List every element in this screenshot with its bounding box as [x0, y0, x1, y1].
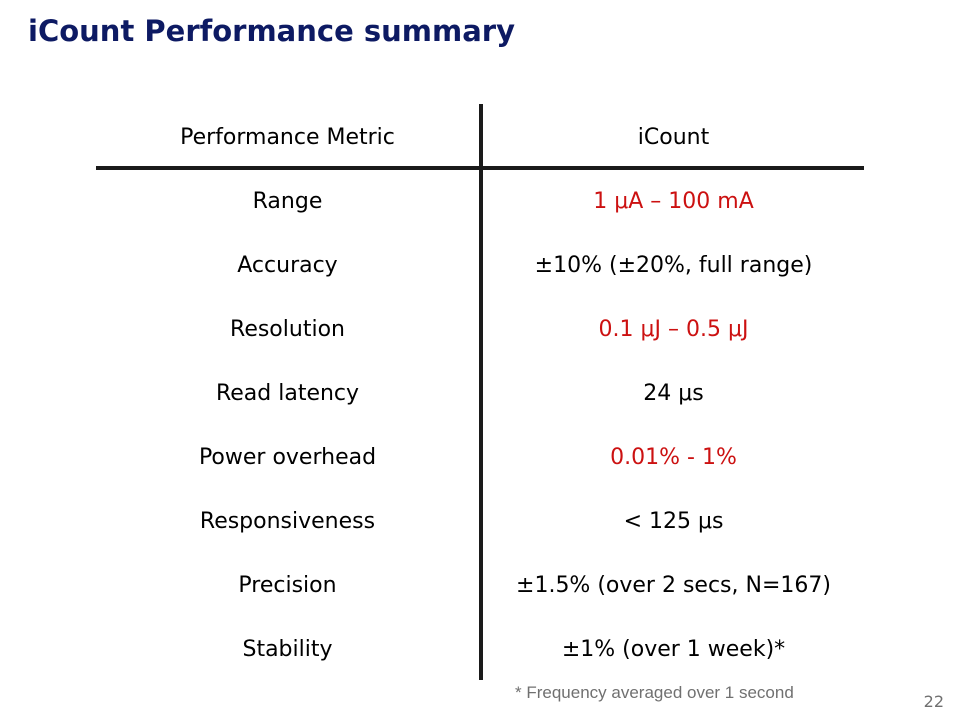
row-metric: Power overhead	[198, 445, 377, 470]
row-value: ±1.5% (over 2 secs, N=167)	[516, 573, 831, 598]
row-metric: Responsiveness	[199, 509, 376, 534]
header-metric: Performance Metric	[180, 125, 395, 150]
row-value: ±10% (±20%, full range)	[534, 253, 813, 278]
table-row: Read latency 24 μs	[96, 374, 864, 414]
table-row: Precision ±1.5% (over 2 secs, N=167)	[96, 566, 864, 606]
table-row: Stability ±1% (over 1 week)*	[96, 630, 864, 670]
row-metric: Range	[252, 189, 323, 214]
table-header-row: Performance Metric iCount	[96, 118, 864, 158]
table-row: Accuracy ±10% (±20%, full range)	[96, 246, 864, 286]
header-value: iCount	[637, 125, 710, 150]
table-row: Responsiveness < 125 μs	[96, 502, 864, 542]
table-row: Resolution 0.1 μJ – 0.5 μJ	[96, 310, 864, 350]
row-value: 0.1 μJ – 0.5 μJ	[598, 317, 749, 342]
row-value: 0.01% - 1%	[610, 445, 737, 470]
row-metric: Stability	[242, 637, 333, 662]
page-number: 22	[923, 692, 944, 711]
performance-table: Performance Metric iCount Range 1 μA – 1…	[96, 104, 864, 680]
header-divider	[96, 166, 864, 170]
table-row: Power overhead 0.01% - 1%	[96, 438, 864, 478]
row-metric: Resolution	[230, 317, 345, 342]
table-row: Range 1 μA – 100 mA	[96, 182, 864, 222]
row-metric: Accuracy	[237, 253, 338, 278]
footnote: * Frequency averaged over 1 second	[515, 683, 794, 702]
row-metric: Read latency	[215, 381, 360, 406]
row-value: ±1% (over 1 week)*	[561, 637, 786, 662]
slide-title: iCount Performance summary	[28, 14, 515, 48]
row-metric: Precision	[238, 573, 337, 598]
row-value: < 125 μs	[623, 509, 724, 534]
column-divider	[479, 104, 483, 680]
row-value: 24 μs	[643, 381, 704, 406]
row-value: 1 μA – 100 mA	[593, 189, 754, 214]
